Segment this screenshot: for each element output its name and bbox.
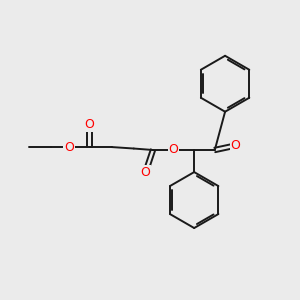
Text: O: O (64, 141, 74, 154)
Text: O: O (85, 118, 94, 131)
Text: O: O (230, 139, 240, 152)
Text: O: O (169, 143, 178, 157)
Text: O: O (141, 166, 151, 178)
